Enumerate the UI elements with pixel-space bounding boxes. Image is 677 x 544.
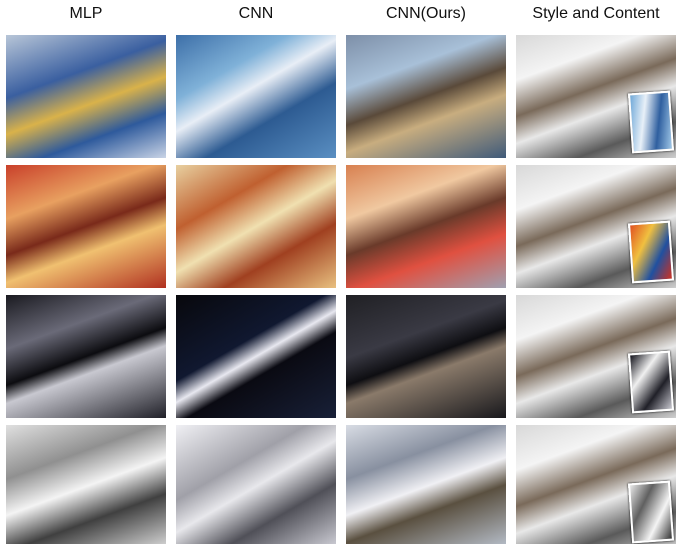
stylized-image: [6, 165, 166, 288]
stylized-image: [176, 35, 336, 158]
stylized-image: [6, 35, 166, 158]
style-image: [627, 350, 675, 414]
style-image: [627, 90, 675, 154]
stylized-image: [6, 295, 166, 418]
style-image: [627, 480, 675, 544]
stylized-image: [346, 295, 506, 418]
stylized-image: [346, 35, 506, 158]
stylized-image: [6, 425, 166, 544]
stylized-image: [346, 165, 506, 288]
column-header: Style and Content: [532, 5, 660, 22]
stylized-image: [346, 425, 506, 544]
content-image: [516, 165, 676, 288]
content-image: [516, 295, 676, 418]
stylized-image: [176, 295, 336, 418]
content-image: [516, 425, 676, 544]
content-image: [516, 35, 676, 158]
column-header: CNN: [238, 5, 274, 22]
column-header: CNN(Ours): [386, 5, 466, 22]
style-image: [627, 220, 675, 284]
column-header: MLP: [69, 5, 103, 22]
stylized-image: [176, 425, 336, 544]
stylized-image: [176, 165, 336, 288]
